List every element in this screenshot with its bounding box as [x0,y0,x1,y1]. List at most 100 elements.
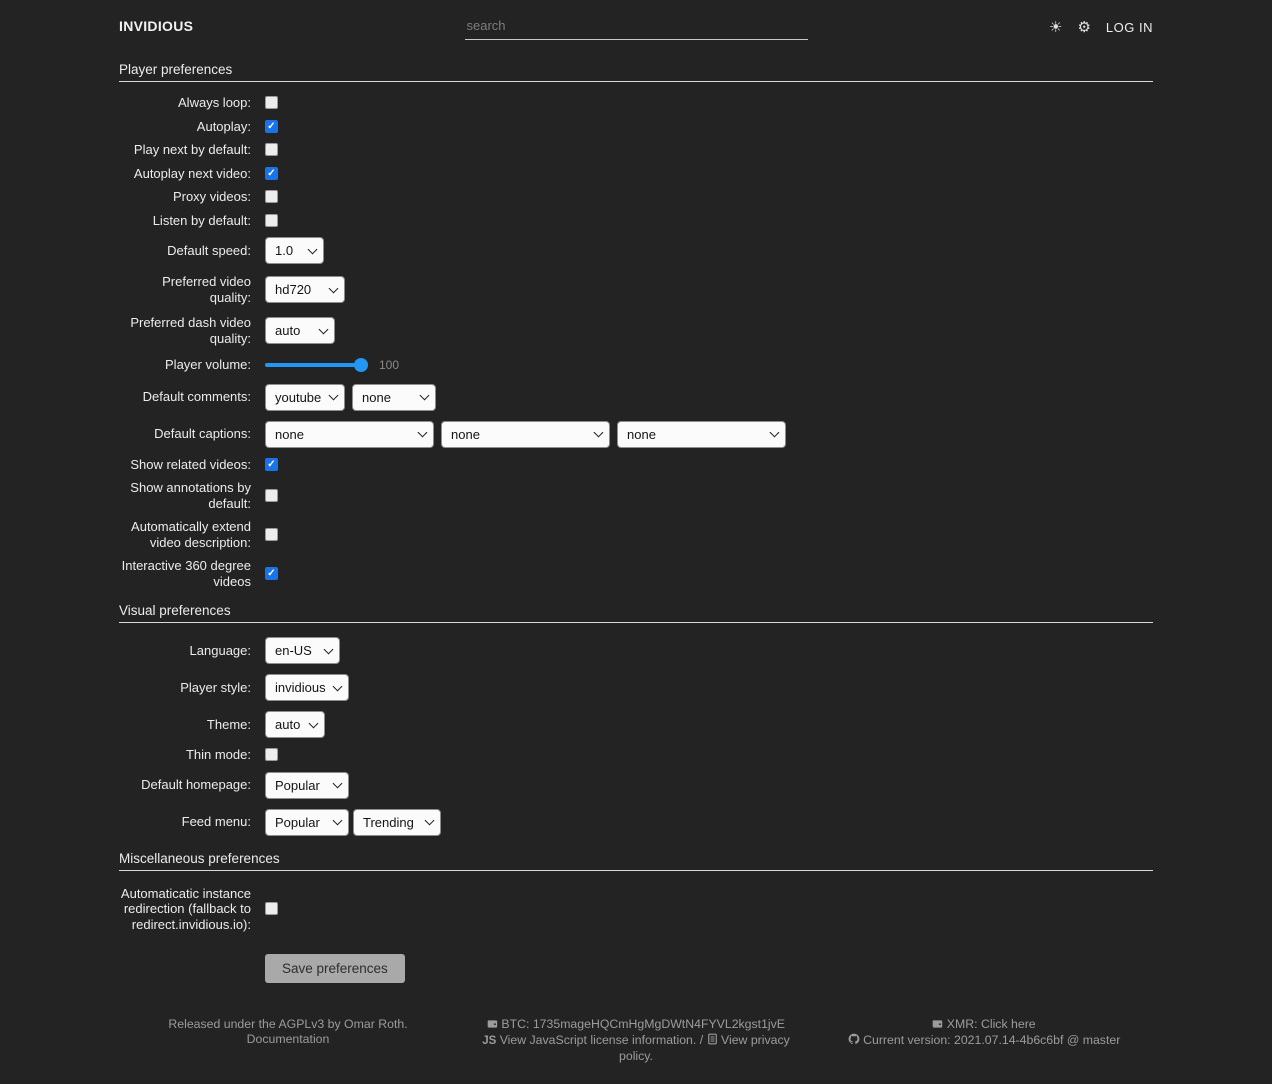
section-title-player: Player preferences [119,62,233,77]
feed-menu-2-select[interactable]: Trending [353,808,441,836]
select-wrapper: youtube [265,383,345,411]
play-next-checkbox[interactable] [265,143,278,157]
listen-default-checkbox[interactable] [265,213,278,227]
section-title-misc: Miscellaneous preferences [119,850,280,866]
select-wrapper: Popular [265,771,349,799]
wallet-icon [487,1018,498,1033]
invidious-logo[interactable]: INVIDIOUS [119,18,194,34]
pref-row-default-captions: Default captions: none none none [119,416,1153,453]
default-homepage-select[interactable]: Popular [265,771,349,799]
dash-quality-select[interactable]: auto [265,317,335,344]
pref-row-dash-quality: Preferred dash video quality: auto [119,310,1153,351]
related-videos-checkbox[interactable] [265,457,278,471]
pref-row-extend-description: Automatically extend video description: [119,515,1153,554]
comments-source-2-select[interactable]: none [352,383,436,411]
js-license-link[interactable]: View JavaScript license information. [499,1033,697,1047]
pref-label: Show related videos: [130,456,251,472]
proxy-videos-checkbox[interactable] [265,190,278,204]
pref-label: Default captions: [154,426,251,442]
pref-row-related-videos: Show related videos: [119,453,1153,477]
annotations-checkbox[interactable] [265,489,278,502]
pref-label: Thin mode: [185,747,251,762]
documentation-link[interactable]: Documentation [246,1032,330,1046]
pref-row-preferred-quality: Preferred video quality: hd720 [119,269,1153,310]
pref-label: Default homepage: [141,777,251,793]
github-icon [848,1033,860,1049]
pref-row-autoplay: Autoplay: [119,115,1153,139]
nav-center [464,14,808,40]
pref-label: Language: [189,642,251,658]
pref-label: Automatically extend video description: [131,519,251,550]
pref-row-auto-redirect: Automaticatic instance redirection (fall… [119,880,1153,939]
autoplay-checkbox[interactable] [265,119,278,133]
footer-license-column: Released under the AGPLv3 by Omar Roth. … [119,1017,457,1064]
save-row: Save preferences [119,938,1153,991]
pref-label: Default speed: [167,242,251,258]
player-volume-value: 100 [379,357,400,372]
section-divider [119,622,1153,623]
select-wrapper: Trending [353,808,441,836]
slider-thumb[interactable] [354,357,368,372]
pref-label: Proxy videos: [172,189,251,204]
pref-row-default-speed: Default speed: 1.0 [119,232,1153,269]
pref-row-default-comments: Default comments: youtube none [119,379,1153,416]
select-wrapper: auto [265,317,335,344]
select-wrapper: Popular [265,808,349,836]
pref-label: Autoplay: [196,118,251,134]
pref-label: Default comments: [142,389,251,405]
select-wrapper: none [441,420,610,448]
default-speed-select[interactable]: 1.0 [265,237,324,264]
captions-3-select[interactable]: none [617,420,786,448]
page-footer: Released under the AGPLv3 by Omar Roth. … [119,1017,1153,1084]
always-loop-checkbox[interactable] [265,96,278,110]
player-volume-slider[interactable] [265,357,368,372]
theme-select[interactable]: auto [265,711,325,738]
thin-mode-checkbox[interactable] [265,748,278,762]
pref-label: Theme: [206,716,251,732]
select-wrapper: 1.0 [265,237,324,264]
pref-label: Interactive 360 degree videos [121,558,251,589]
vr360-checkbox[interactable] [265,567,278,580]
xmr-link[interactable]: Click here [980,1017,1036,1031]
pref-row-language: Language: en-US [119,632,1153,669]
pref-row-player-style: Player style: invidious [119,669,1153,706]
pref-row-always-loop: Always loop: [119,91,1153,115]
top-navbar: INVIDIOUS ☀ ⚙ LOG IN [0,0,1272,46]
player-style-select[interactable]: invidious [265,674,349,701]
select-wrapper: none [617,420,786,448]
pref-label: Play next by default: [133,142,251,157]
preferred-quality-select[interactable]: hd720 [265,276,345,303]
js-icon: JS [482,1035,497,1047]
login-link[interactable]: LOG IN [1105,19,1153,35]
preferences-gear-icon[interactable]: ⚙ [1077,18,1091,36]
document-icon [707,1033,718,1049]
select-wrapper: hd720 [265,276,345,303]
search-input[interactable] [464,14,808,40]
pref-label: Player volume: [165,357,251,372]
section-divider [119,81,1153,82]
pref-row-autoplay-next: Autoplay next video: [119,162,1153,186]
extend-description-checkbox[interactable] [265,528,278,541]
select-wrapper: en-US [265,637,340,664]
auto-redirect-checkbox[interactable] [265,902,278,916]
captions-1-select[interactable]: none [265,420,434,448]
pref-label: Preferred dash video quality: [130,315,251,346]
wallet-icon [932,1018,943,1033]
pref-row-theme: Theme: auto [119,706,1153,743]
nav-left: INVIDIOUS [119,18,465,36]
pref-label: Automaticatic instance redirection (fall… [120,885,251,932]
nav-right: ☀ ⚙ LOG IN [808,20,1154,35]
autoplay-next-checkbox[interactable] [265,166,278,180]
feed-menu-1-select[interactable]: Popular [265,808,349,836]
save-preferences-button[interactable]: Save preferences [265,954,405,983]
pref-label: Always loop: [178,95,251,110]
pref-row-thin-mode: Thin mode: [119,743,1153,767]
pref-label: Show annotations by default: [130,480,251,511]
section-divider [119,869,1153,871]
pref-row-play-next: Play next by default: [119,138,1153,162]
captions-2-select[interactable]: none [441,420,610,448]
pref-row-vr360: Interactive 360 degree videos [119,554,1153,593]
theme-toggle-sun-icon[interactable]: ☀ [1049,18,1063,36]
language-select[interactable]: en-US [265,637,340,664]
comments-source-1-select[interactable]: youtube [265,383,345,411]
